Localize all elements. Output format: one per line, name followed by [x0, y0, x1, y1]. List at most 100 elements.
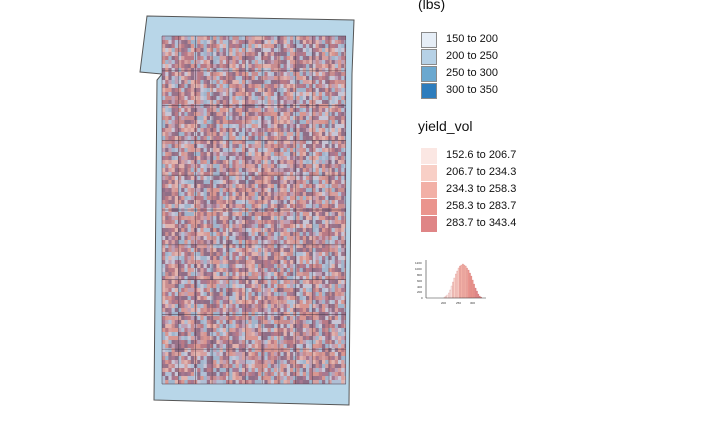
- yield-cell: [328, 300, 332, 305]
- yield-cell: [206, 328, 211, 333]
- yield-cell: [213, 272, 217, 277]
- yield-cell: [312, 92, 316, 97]
- yield-cell: [264, 68, 268, 73]
- yield-cell: [261, 116, 265, 121]
- yield-cell: [258, 220, 262, 225]
- yield-cell: [178, 80, 182, 85]
- yield-cell: [270, 212, 275, 217]
- yield-cell: [302, 212, 307, 217]
- yield-cell: [174, 196, 179, 201]
- yield-cell: [190, 328, 195, 333]
- yield-cell: [334, 240, 339, 245]
- yield-cell: [325, 116, 329, 121]
- yield-cell: [168, 284, 172, 289]
- yield-cell: [334, 92, 339, 97]
- yield-cell: [197, 272, 201, 277]
- yield-cell: [309, 148, 313, 153]
- yield-cell: [322, 36, 326, 41]
- yield-cell: [232, 304, 236, 309]
- yield-cell: [238, 152, 243, 157]
- yield-cell: [322, 332, 326, 337]
- yield-cell: [229, 96, 233, 101]
- yield-cell: [264, 48, 268, 53]
- yield-cell: [229, 128, 233, 133]
- yield-cell: [286, 120, 291, 125]
- yield-cell: [174, 280, 179, 285]
- yield-cell: [270, 200, 275, 205]
- yield-cell: [248, 80, 252, 85]
- yield-cell: [242, 248, 246, 253]
- yield-cell: [258, 100, 262, 105]
- yield-cell: [197, 76, 201, 81]
- yield-cell: [290, 248, 294, 253]
- yield-cell: [290, 72, 294, 77]
- yield-cell: [162, 328, 166, 333]
- yield-cell: [187, 232, 192, 237]
- yield-cell: [312, 248, 316, 253]
- yield-cell: [306, 192, 310, 197]
- yield-cell: [226, 56, 230, 61]
- yield-cell: [325, 144, 329, 149]
- yield-cell: [283, 348, 288, 353]
- yield-cell: [206, 364, 211, 369]
- yield-cell: [341, 152, 345, 157]
- yield-cell: [251, 196, 256, 201]
- yield-cell: [299, 228, 304, 233]
- yield-cell: [344, 124, 346, 129]
- yield-cell: [280, 316, 284, 321]
- yield-cell: [267, 144, 272, 149]
- yield-cell: [226, 136, 230, 141]
- yield-cell: [293, 104, 297, 109]
- yield-cell: [293, 136, 297, 141]
- yield-cell: [267, 200, 272, 205]
- yield-cell: [219, 360, 224, 365]
- yield-cell: [165, 64, 169, 69]
- yield-cell: [181, 128, 185, 133]
- yield-cell: [235, 292, 240, 297]
- yield-cell: [219, 124, 224, 129]
- yield-cell: [296, 264, 300, 269]
- yield-cell: [331, 76, 336, 81]
- yield-cell: [216, 372, 220, 377]
- yield-cell: [302, 184, 307, 189]
- yield-cell: [248, 40, 252, 45]
- yield-cell: [190, 140, 195, 145]
- yield-cell: [245, 60, 249, 65]
- yield-cell: [206, 160, 211, 165]
- yield-cell: [309, 360, 313, 365]
- yield-cell: [341, 148, 345, 153]
- yield-cell: [267, 40, 272, 45]
- yield-cell: [267, 132, 272, 137]
- yield-cell: [274, 88, 278, 93]
- yield-cell: [168, 176, 172, 181]
- yield-cell: [302, 380, 307, 384]
- yield-cell: [254, 236, 259, 241]
- yield-cell: [251, 220, 256, 225]
- yield-cell: [181, 276, 185, 281]
- yield-cell: [306, 108, 310, 113]
- yield-cell: [187, 320, 192, 325]
- yield-cell: [283, 220, 288, 225]
- yield-cell: [187, 196, 192, 201]
- yield-cell: [187, 360, 192, 365]
- yield-cell: [165, 304, 169, 309]
- yield-cell: [283, 100, 288, 105]
- yield-cell: [232, 76, 236, 81]
- yield-cell: [328, 44, 332, 49]
- yield-cell: [270, 260, 275, 265]
- yield-cell: [286, 160, 291, 165]
- yield-cell: [245, 348, 249, 353]
- yield-cell: [232, 132, 236, 137]
- yield-cell: [309, 200, 313, 205]
- yield-cell: [341, 360, 345, 365]
- yield-cell: [216, 104, 220, 109]
- yield-cell: [178, 196, 182, 201]
- yield-cell: [213, 152, 217, 157]
- yield-cell: [194, 152, 198, 157]
- yield-cell: [162, 204, 166, 209]
- yield-cell: [187, 324, 192, 329]
- yield-cell: [174, 116, 179, 121]
- yield-cell: [264, 292, 268, 297]
- yield-cell: [306, 332, 310, 337]
- yield-cell: [242, 56, 246, 61]
